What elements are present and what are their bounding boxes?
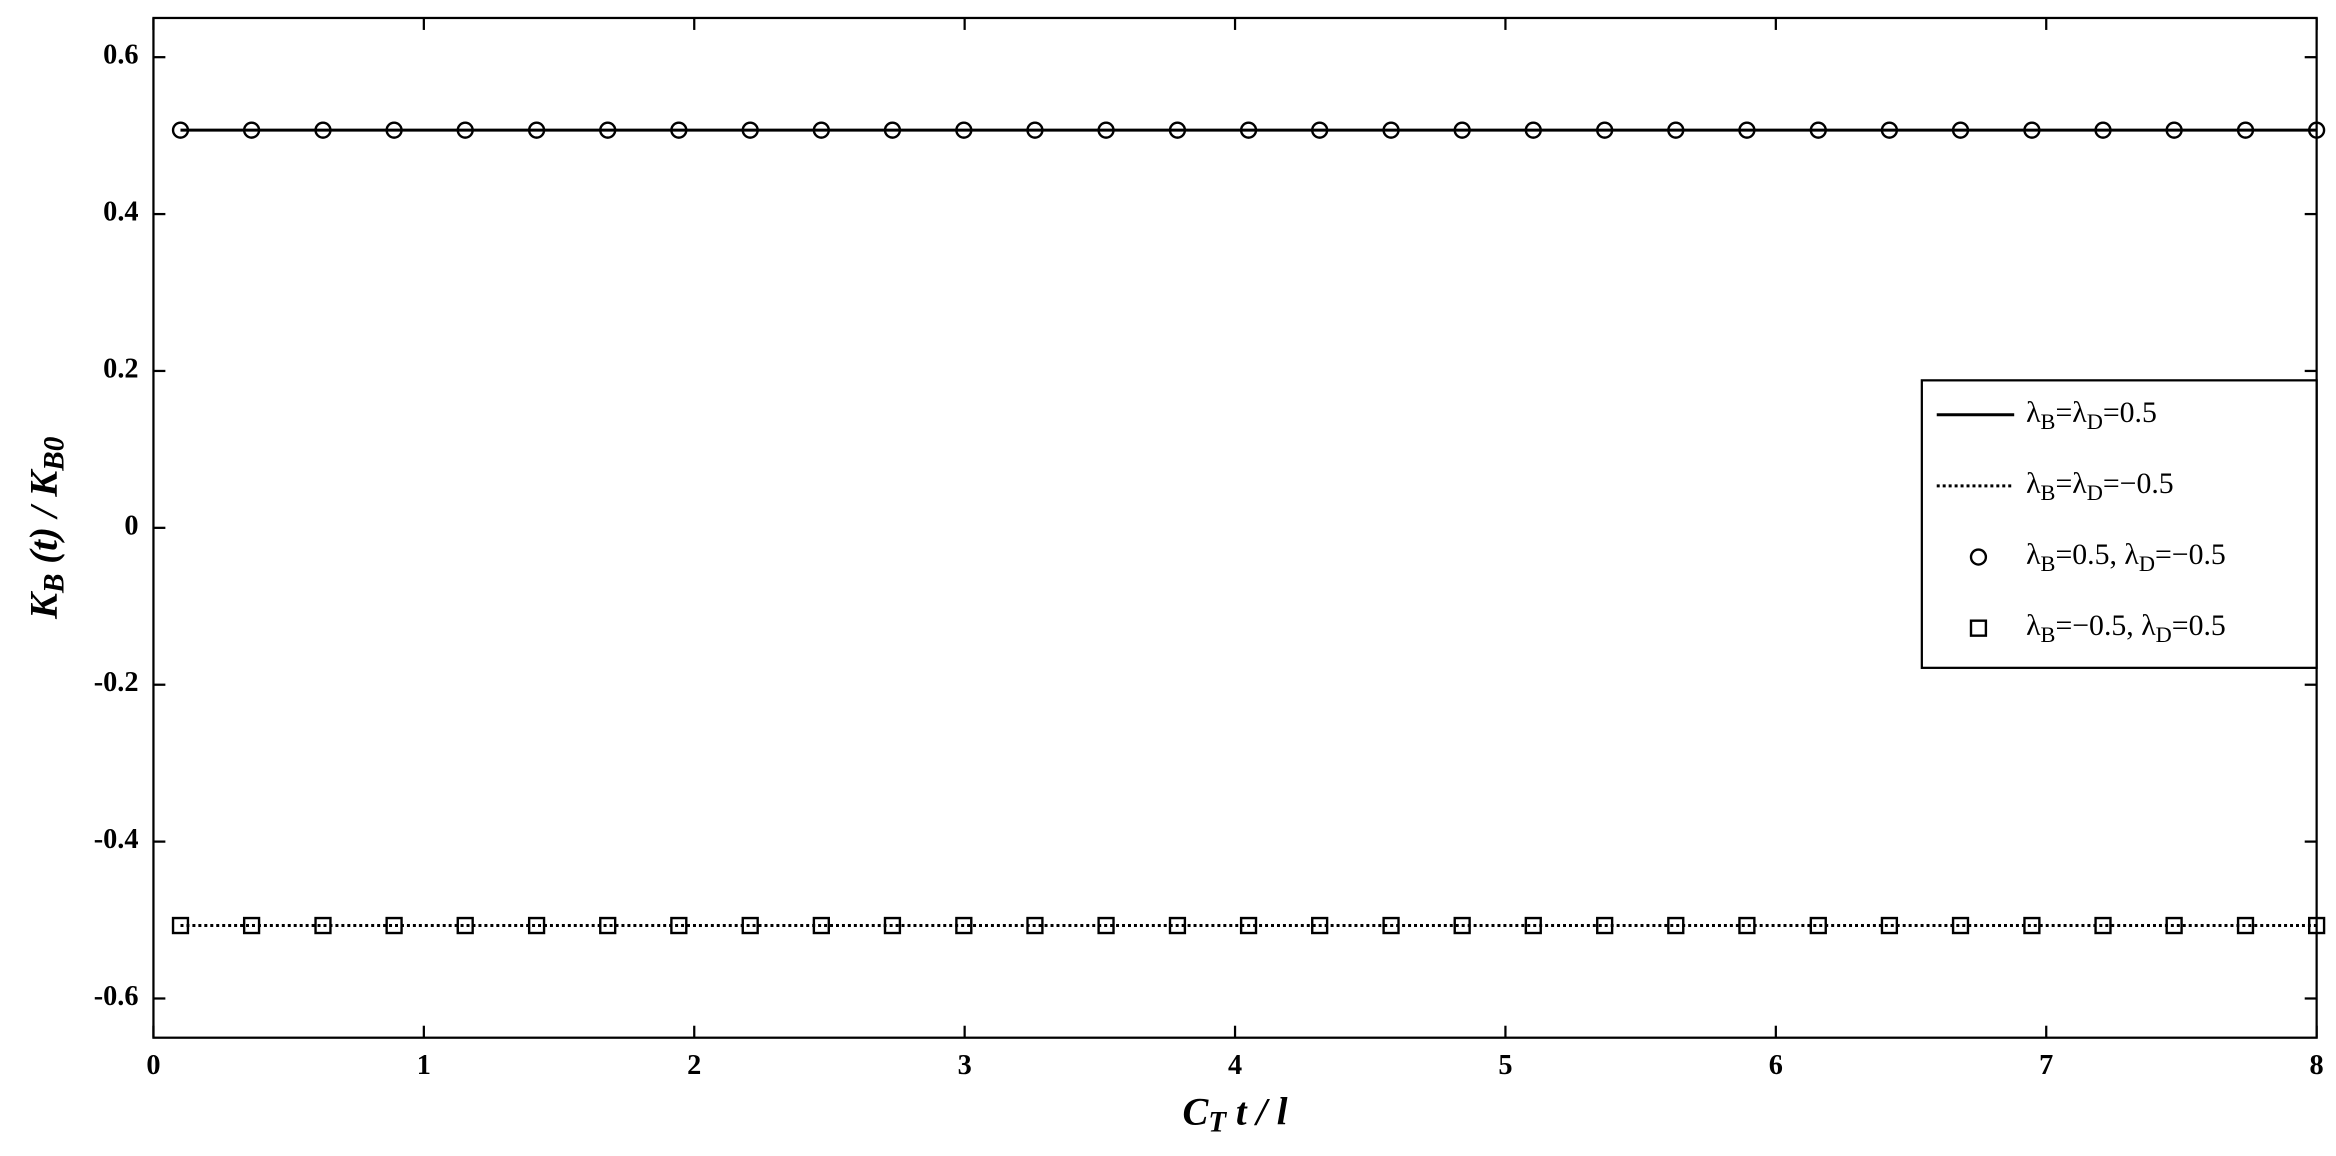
- marker-circle: [2094, 121, 2112, 139]
- marker-circle: [955, 121, 973, 139]
- marker-square: [1596, 916, 1614, 935]
- legend-box: [1920, 379, 2318, 669]
- marker-circle: [171, 121, 190, 139]
- legend-label: λB=λD=−0.5: [2026, 467, 2174, 505]
- marker-circle: [670, 121, 688, 139]
- marker-circle: [1239, 121, 1258, 139]
- legend-label: λB=−0.5, λD=0.5: [2026, 609, 2226, 647]
- marker-square: [1738, 916, 1756, 935]
- marker-square: [599, 916, 617, 935]
- marker-square: [812, 916, 830, 935]
- x-tick-label: 5: [1498, 1050, 1512, 1081]
- marker-square: [2094, 916, 2112, 935]
- marker-circle: [1809, 121, 1827, 139]
- marker-circle: [456, 121, 474, 139]
- marker-square: [1880, 916, 1899, 935]
- y-tick-label: -0.4: [94, 824, 139, 855]
- y-axis-label: KB (t) / KB0: [23, 436, 71, 620]
- marker-circle: [1667, 121, 1685, 139]
- marker-square: [314, 916, 332, 935]
- x-tick-label: 2: [687, 1050, 701, 1081]
- marker-circle: [812, 121, 830, 139]
- marker-circle: [527, 121, 546, 139]
- x-tick-label: 7: [2039, 1050, 2053, 1081]
- marker-circle: [2236, 121, 2255, 139]
- marker-circle: [1382, 121, 1400, 139]
- marker-square: [1667, 916, 1685, 935]
- x-tick-label: 6: [1769, 1050, 1783, 1081]
- marker-circle: [2307, 121, 2326, 139]
- marker-square: [1453, 916, 1471, 935]
- marker-square: [1311, 916, 1329, 935]
- marker-square: [741, 916, 759, 935]
- marker-circle: [1969, 548, 1988, 566]
- marker-circle: [883, 121, 902, 139]
- marker-square: [1524, 916, 1542, 935]
- legend-label: λB=λD=0.5: [2026, 396, 2157, 434]
- marker-circle: [314, 121, 332, 139]
- x-tick-label: 8: [2310, 1050, 2324, 1081]
- marker-square: [1969, 619, 1988, 637]
- marker-circle: [741, 121, 759, 139]
- x-tick-label: 3: [958, 1050, 972, 1081]
- marker-square: [883, 916, 902, 935]
- marker-circle: [1453, 121, 1471, 139]
- x-tick-label: 0: [146, 1050, 160, 1081]
- marker-circle: [2023, 121, 2041, 139]
- marker-circle: [1524, 121, 1542, 139]
- marker-square: [527, 916, 546, 935]
- x-tick-label: 1: [417, 1050, 431, 1081]
- marker-square: [1097, 916, 1115, 935]
- marker-circle: [1097, 121, 1115, 139]
- y-tick-label: -0.6: [94, 981, 139, 1012]
- marker-square: [1168, 916, 1187, 935]
- y-tick-label: 0.4: [103, 197, 138, 228]
- legend-label: λB=0.5, λD=−0.5: [2026, 538, 2226, 576]
- marker-square: [2023, 916, 2041, 935]
- marker-square: [385, 916, 403, 935]
- marker-square: [1239, 916, 1258, 935]
- marker-square: [1382, 916, 1400, 935]
- marker-square: [171, 916, 190, 935]
- marker-circle: [2165, 121, 2183, 139]
- x-axis-label: CT t / l: [1183, 1090, 1288, 1138]
- marker-square: [2165, 916, 2183, 935]
- marker-circle: [1026, 121, 1044, 139]
- marker-circle: [1311, 121, 1329, 139]
- marker-circle: [1738, 121, 1756, 139]
- marker-square: [2236, 916, 2255, 935]
- marker-square: [955, 916, 973, 935]
- marker-square: [456, 916, 474, 935]
- marker-circle: [1168, 121, 1187, 139]
- y-tick-label: 0.2: [103, 353, 138, 384]
- x-tick-label: 4: [1228, 1050, 1242, 1081]
- marker-square: [242, 916, 261, 935]
- marker-circle: [1596, 121, 1614, 139]
- marker-square: [2307, 916, 2326, 935]
- marker-circle: [599, 121, 617, 139]
- marker-circle: [242, 121, 261, 139]
- marker-square: [1951, 916, 1970, 935]
- marker-square: [1809, 916, 1827, 935]
- marker-square: [670, 916, 688, 935]
- y-tick-label: 0: [124, 510, 138, 541]
- marker-square: [1026, 916, 1044, 935]
- y-tick-label: 0.6: [103, 40, 138, 71]
- marker-circle: [1951, 121, 1970, 139]
- y-tick-label: -0.2: [94, 667, 139, 698]
- marker-circle: [1880, 121, 1899, 139]
- marker-circle: [385, 121, 403, 139]
